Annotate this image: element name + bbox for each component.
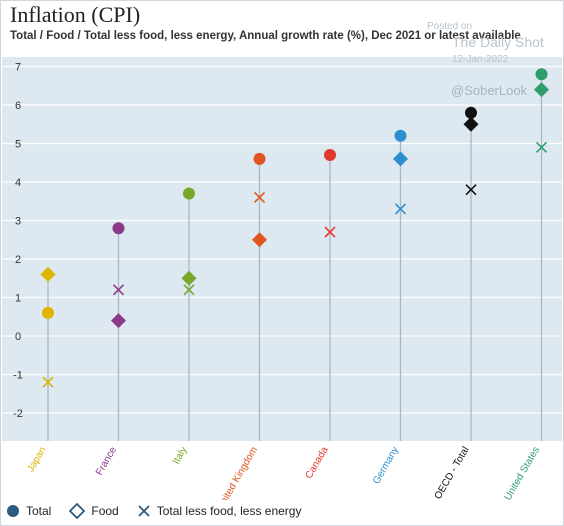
legend-circle-icon	[7, 505, 19, 517]
x-tick-label: Japan	[25, 445, 48, 474]
chart-title: Inflation (CPI)	[10, 2, 141, 27]
legend-label-total: Total	[26, 504, 52, 518]
y-tick-label: 7	[15, 62, 21, 74]
total-point	[324, 149, 336, 162]
x-tick-label: France	[94, 445, 119, 478]
legend-label-food: Food	[91, 504, 119, 518]
core-point	[112, 284, 125, 296]
total-point	[183, 187, 195, 200]
legend-diamond-icon	[69, 503, 86, 519]
food-point	[463, 116, 479, 132]
food-point	[252, 232, 267, 248]
total-point	[465, 106, 477, 119]
core-point-stroke	[42, 376, 54, 388]
total-point	[253, 152, 266, 165]
chart-plot: -2 -1 0 1 2 3 4 5 6 7 Japan France Italy United Kingd…	[2, 57, 562, 500]
core-point	[253, 191, 266, 203]
core-point-stroke	[183, 284, 195, 296]
plot-background	[2, 57, 562, 441]
legend-item-food: Food	[69, 503, 119, 519]
chart-legend: Total Food Total less food, less energy	[6, 503, 319, 519]
core-point	[42, 376, 54, 388]
x-tick-label: OECD - Total	[433, 445, 472, 500]
core-point-stroke	[465, 184, 477, 196]
y-tick-label: -1	[13, 370, 23, 382]
legend-item-core: Total less food, less energy	[137, 504, 302, 518]
x-tick-label: Germany	[371, 445, 401, 486]
food-point	[181, 270, 197, 286]
watermark-source: The Daily Shot	[452, 34, 544, 50]
watermark-date: 12-Jan-2022	[452, 54, 509, 65]
core-point	[324, 226, 336, 238]
food-point	[111, 313, 126, 329]
core-point	[465, 184, 477, 196]
total-point	[535, 68, 548, 81]
core-point-stroke	[112, 284, 125, 296]
core-point-stroke	[535, 141, 548, 153]
y-tick-label: 3	[15, 216, 21, 228]
x-tick-label: Canada	[304, 445, 331, 481]
total-point	[394, 129, 407, 142]
x-tick-label: Italy	[171, 445, 190, 466]
y-tick-label: 1	[15, 293, 21, 305]
chart-subtitle: Total / Food / Total less food, less ene…	[10, 30, 521, 42]
legend-x-icon	[138, 505, 150, 517]
y-tick-label: 2	[15, 254, 21, 266]
y-tick-label: 0	[15, 331, 21, 343]
food-point	[40, 266, 56, 282]
watermark-posted: Posted on	[427, 21, 473, 32]
legend-item-total: Total	[6, 504, 51, 518]
x-tick-label: United States	[503, 445, 543, 500]
total-point	[112, 222, 125, 235]
y-tick-label: 6	[15, 100, 21, 112]
core-point-stroke	[324, 226, 336, 238]
core-point	[394, 203, 407, 215]
core-point	[183, 284, 195, 296]
total-point	[42, 306, 54, 319]
legend-label-core: Total less food, less energy	[156, 504, 302, 518]
core-point	[535, 141, 548, 153]
food-point	[534, 82, 549, 98]
y-tick-label: 4	[15, 177, 21, 189]
core-point-stroke	[253, 191, 266, 203]
core-point-stroke	[394, 203, 407, 215]
y-tick-label: 5	[15, 139, 21, 151]
y-tick-label: -2	[13, 408, 23, 420]
x-tick-label: United Kingdom	[215, 445, 260, 500]
food-point	[393, 151, 408, 167]
watermark-handle: @SoberLook	[451, 83, 528, 98]
